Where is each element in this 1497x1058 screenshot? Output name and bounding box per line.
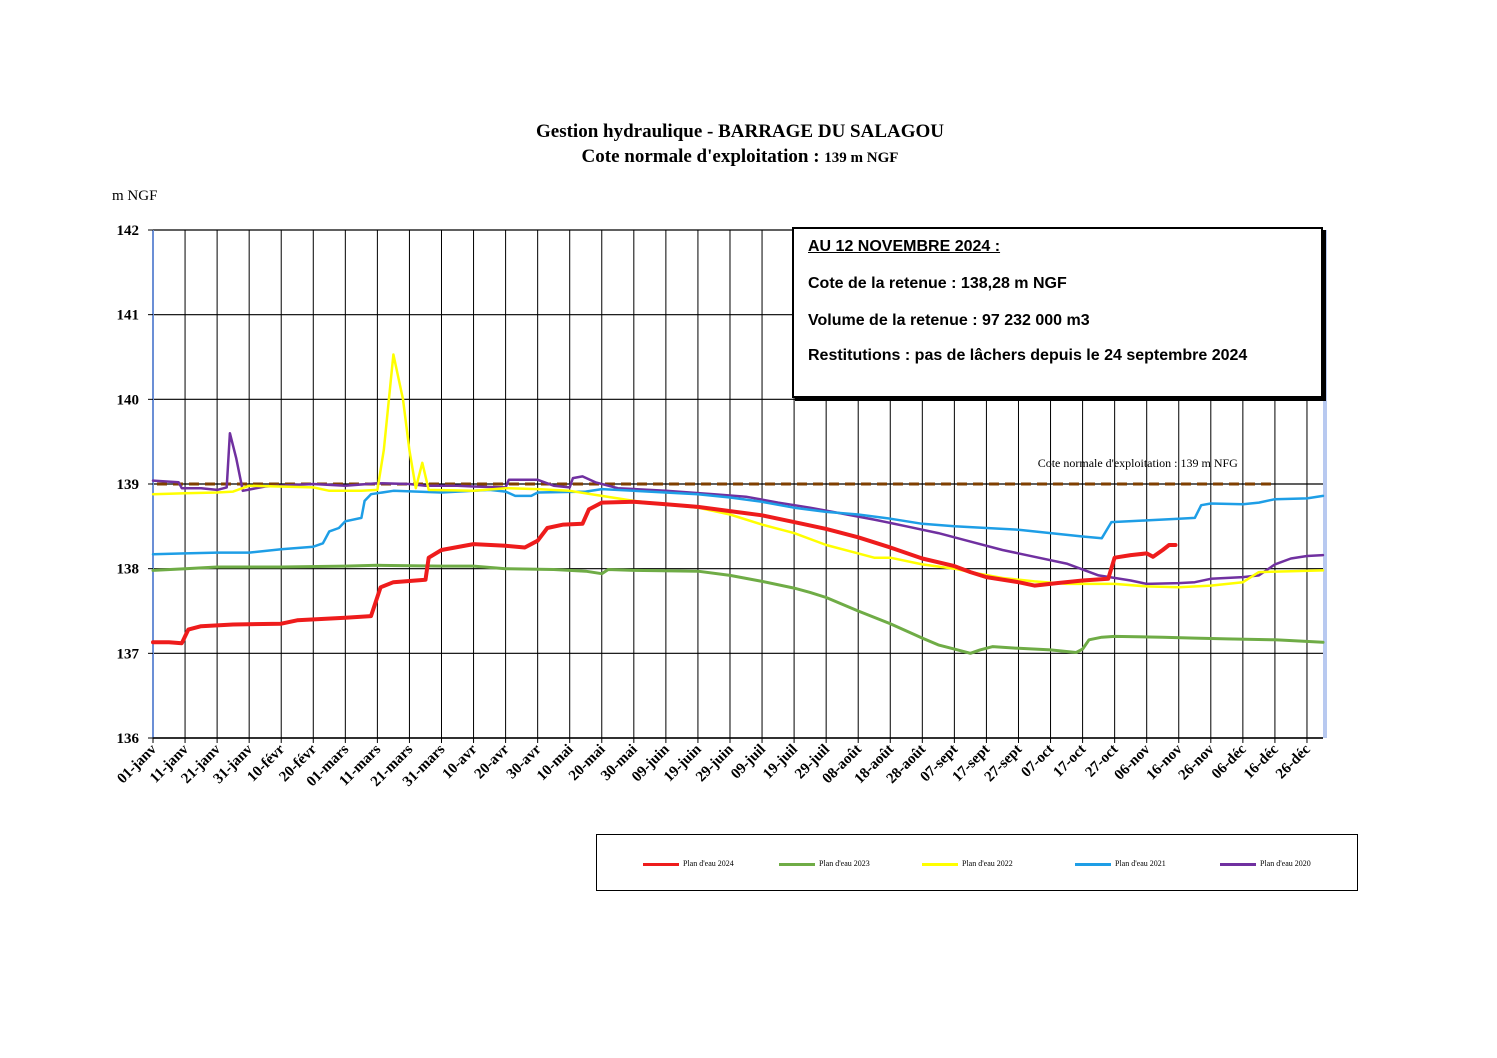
y-tick-label: 138 (117, 562, 140, 578)
x-tick-label: 20-avr (472, 741, 513, 782)
legend-swatch (1220, 862, 1256, 866)
legend-item: Plan d'eau 2022 (922, 858, 1013, 870)
legend-item: Plan d'eau 2023 (779, 858, 870, 870)
legend-item: Plan d'eau 2020 (1220, 858, 1311, 870)
y-tick-label: 142 (117, 223, 140, 239)
reference-line-group: Cote normale d'exploitation : 139 m NFG (157, 456, 1275, 486)
x-tick-labels: 01-janv11-janv21-janv31-janv10-févr20-fé… (114, 741, 1314, 790)
subtitle-text: Cote normale d'exploitation : (581, 146, 820, 167)
reference-line-label: Cote normale d'exploitation : 139 m NFG (1038, 456, 1238, 470)
y-tick-label: 141 (117, 308, 140, 324)
info-cote: Cote de la retenue : 138,28 m NGF (808, 275, 1067, 292)
info-restitutions: Restitutions : pas de lâchers depuis le … (808, 347, 1248, 364)
axes (148, 229, 1327, 743)
series-line-s2024 (151, 499, 1178, 646)
x-tick-label: 17-oct (1050, 742, 1089, 781)
legend-label: Plan d'eau 2020 (1260, 859, 1311, 868)
x-tick-label: 06-déc (1209, 741, 1250, 782)
x-tick-label: 09-juil (728, 742, 769, 783)
chart-subtitle: Cote normale d'exploitation : 139 m NGF (300, 146, 1180, 168)
legend: Plan d'eau 2024 Plan d'eau 2023 Plan d'eau… (596, 834, 1358, 891)
y-tick-label: 140 (117, 392, 140, 408)
info-volume: Volume de la retenue : 97 232 000 m3 (808, 312, 1090, 329)
legend-swatch (1075, 862, 1111, 866)
series-line-s2020 (151, 431, 1325, 586)
info-box: AU 12 NOVEMBRE 2024 : Cote de la retenue… (792, 227, 1323, 398)
subtitle-value: 139 m NGF (824, 150, 899, 166)
legend-label: Plan d'eau 2024 (683, 859, 734, 868)
x-tick-label: 29-juin (693, 741, 737, 785)
series-line-s2023 (151, 563, 1325, 655)
info-heading: AU 12 NOVEMBRE 2024 : (808, 238, 1001, 255)
legend-swatch (922, 862, 958, 866)
plot-right-edge (1323, 230, 1327, 738)
legend-label: Plan d'eau 2022 (962, 859, 1013, 868)
series-lines (151, 353, 1325, 655)
legend-item: Plan d'eau 2021 (1075, 858, 1166, 870)
legend-swatch (643, 862, 679, 866)
x-tick-label: 07-oct (1018, 742, 1057, 781)
x-tick-label: 16-déc (1241, 741, 1282, 782)
y-tick-label: 136 (117, 731, 140, 747)
y-tick-label: 139 (117, 477, 140, 493)
x-tick-label: 19-juil (760, 742, 801, 783)
legend-label: Plan d'eau 2021 (1115, 859, 1166, 868)
legend-swatch (779, 862, 815, 866)
chart-title: Gestion hydraulique - BARRAGE DU SALAGOU (535, 121, 945, 142)
y-tick-label: 137 (117, 646, 140, 662)
x-tick-label: 26-nov (1176, 741, 1218, 783)
legend-item: Plan d'eau 2024 (643, 858, 734, 870)
legend-label: Plan d'eau 2023 (819, 859, 870, 868)
y-axis-unit: m NGF (112, 188, 158, 204)
x-tick-label: 10-avr (440, 741, 481, 782)
x-tick-label: 26-déc (1273, 741, 1314, 782)
series-line-s2021 (151, 487, 1325, 556)
y-tick-labels: 136 137 138 139 140 141 142 (117, 223, 140, 747)
